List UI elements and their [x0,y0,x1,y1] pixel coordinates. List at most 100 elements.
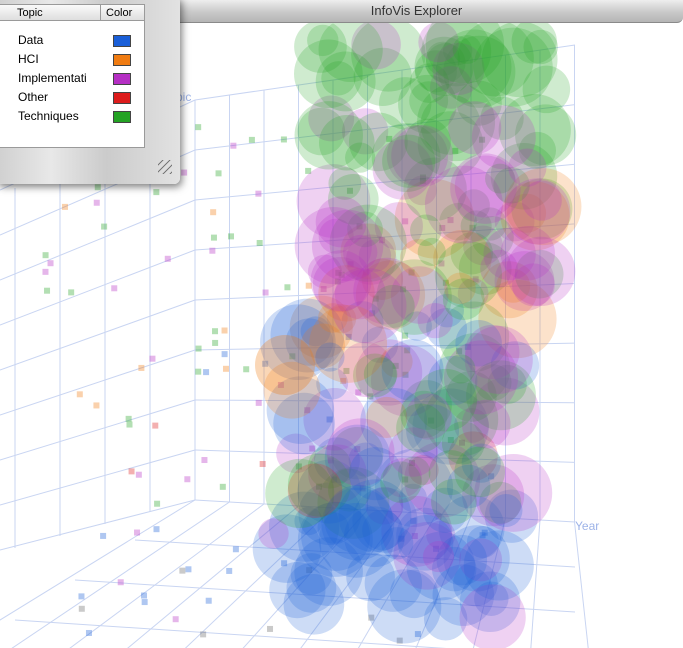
data-point [289,353,296,360]
legend-row[interactable]: HCI [0,50,144,69]
data-bubble [493,167,530,204]
data-bubble [376,259,452,335]
data-point [255,399,262,406]
data-bubble [353,47,412,106]
title-bar [150,0,683,23]
data-bubble [461,399,511,449]
data-bubble [417,303,453,339]
data-point [259,460,266,467]
data-bubble [436,29,512,105]
data-point [402,371,409,378]
data-point [135,471,142,478]
data-bubble [484,489,539,543]
data-bubble [391,124,454,187]
data-point [195,124,202,131]
data-point [469,224,476,231]
data-bubble [442,35,473,66]
data-point [221,351,228,358]
data-bubble [404,118,451,166]
data-bubble [307,254,342,289]
data-bubble [405,393,452,440]
legend-row[interactable]: Other [0,88,144,107]
data-bubble [328,174,379,225]
data-point [85,629,92,636]
data-bubble [459,538,503,582]
data-point [369,310,376,317]
data-bubble [344,506,405,568]
data-bubble [464,324,520,380]
data-point [248,136,255,143]
data-bubble [485,163,516,194]
data-point [428,417,435,424]
data-point [101,223,108,230]
data-point [277,381,284,388]
data-point [447,436,454,443]
data-bubble [511,178,573,240]
legend-row[interactable]: Techniques [0,107,144,126]
data-bubble [508,148,547,187]
column-header[interactable]: Color [101,5,144,21]
grid-line [194,449,576,463]
data-point [488,473,495,480]
data-bubble [270,298,345,373]
data-bubble [406,404,460,458]
data-bubble [408,454,439,486]
data-bubble [307,24,339,57]
data-bubble [296,164,371,238]
data-point [219,483,226,490]
data-bubble [433,229,492,289]
data-point [355,389,362,396]
data-bubble [366,396,408,438]
data-point [232,546,239,553]
grid-line [69,503,265,648]
data-point [346,187,353,194]
data-bubble [371,284,415,329]
data-point [141,592,148,599]
data-bubble [466,526,499,559]
data-bubble [417,237,446,266]
data-bubble [386,125,449,187]
legend-row[interactable]: Implementati [0,69,144,88]
data-bubble [436,534,488,586]
legend-row[interactable]: Data [0,31,144,50]
data-point [128,468,135,475]
data-bubble [331,427,384,480]
data-bubble [431,478,477,525]
data-bubble [397,456,431,490]
data-bubble [318,265,375,322]
data-bubble [273,392,335,455]
data-bubble [294,101,363,170]
data-point [334,278,341,285]
data-bubble [448,101,502,155]
grid-line [0,449,196,506]
legend-swatch [113,111,131,123]
data-bubble [425,43,466,84]
data-bubble [453,561,498,607]
data-point [153,526,160,533]
grid-line [194,342,576,351]
data-bubble [421,16,492,87]
data-point [243,366,250,373]
data-bubble [471,215,514,259]
data-bubble [355,260,426,330]
data-bubble [389,569,439,619]
data-bubble [315,51,376,112]
data-bubble [432,564,495,626]
data-bubble [263,361,321,419]
data-bubble [515,104,577,166]
data-bubble [450,232,493,275]
data-bubble [496,268,531,303]
data-bubble [412,388,489,465]
data-bubble [285,318,333,366]
data-bubble [364,554,423,612]
data-bubble [352,487,418,553]
data-point [93,199,100,206]
data-bubble [297,501,373,577]
data-bubble [301,501,371,571]
data-bubble [425,41,461,76]
data-bubble [380,345,413,378]
resize-grip[interactable] [158,160,172,174]
column-header[interactable]: Topic [0,5,101,21]
data-point [306,567,313,574]
data-bubble [514,249,564,299]
